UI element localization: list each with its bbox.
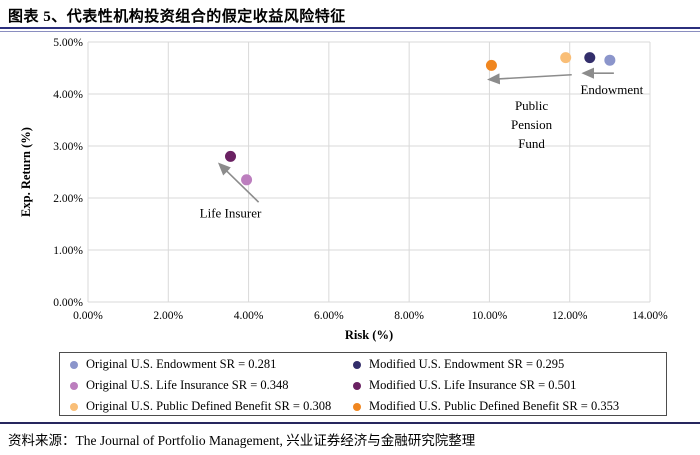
y-tick-label: 4.00% (53, 89, 83, 101)
legend-label: Original U.S. Life Insurance SR = 0.348 (86, 378, 289, 392)
point-modified-u-s-public-defined-benefit (485, 59, 497, 71)
y-tick-label: 3.00% (53, 141, 83, 153)
legend-label: Original U.S. Public Defined Benefit SR … (86, 399, 332, 413)
title-divider (0, 27, 700, 32)
legend-label: Modified U.S. Endowment SR = 0.295 (369, 357, 565, 371)
x-tick-label: 6.00% (314, 310, 344, 322)
x-tick-label: 10.00% (472, 310, 508, 322)
source-note: 资料来源：The Journal of Portfolio Management… (8, 429, 692, 449)
legend-item: Original U.S. Public Defined Benefit SR … (70, 399, 353, 414)
point-modified-u-s-life-insurance (225, 150, 237, 162)
annotation-labels: Life Insurer Public Pension Fund Endowment (200, 82, 644, 221)
footer-divider (0, 422, 700, 424)
life-insurer-arrow (217, 162, 260, 203)
scatter-chart: 0.00% 2.00% 4.00% 6.00% 8.00% 10.00% 12.00% 14.… (19, 37, 668, 342)
legend-marker-icon (353, 360, 361, 369)
legend-label: Modified U.S. Life Insurance SR = 0.501 (369, 378, 577, 392)
x-tick-label: 0.00% (73, 310, 103, 322)
y-tick-label: 2.00% (53, 193, 83, 205)
public-pension-fund-label: Public Pension Fund (511, 98, 553, 151)
legend-item: Modified U.S. Life Insurance SR = 0.501 (353, 378, 666, 393)
y-tick-label: 5.00% (53, 37, 83, 49)
legend-marker-icon (70, 402, 78, 411)
legend-marker-icon (70, 360, 78, 369)
legend-label: Original U.S. Endowment SR = 0.281 (86, 357, 277, 371)
point-original-u-s-public-defined-benefit (560, 52, 572, 64)
point-modified-u-s-endowment (584, 52, 596, 64)
legend-label: Modified U.S. Public Defined Benefit SR … (369, 399, 620, 413)
legend-item: Original U.S. Life Insurance SR = 0.348 (70, 378, 353, 393)
legend-item: Modified U.S. Public Defined Benefit SR … (353, 399, 666, 414)
gridlines (87, 41, 651, 303)
legend-marker-icon (353, 402, 361, 411)
public-pension-arrow (487, 73, 572, 85)
y-tick-label: 1.00% (53, 245, 83, 257)
x-tick-label: 4.00% (234, 310, 264, 322)
source-label: 资料来源： (8, 433, 76, 448)
legend-marker-icon (70, 381, 78, 390)
annotation-arrows (217, 67, 614, 203)
figure-title: 图表 5、代表性机构投资组合的假定收益风险特征 (8, 9, 346, 25)
legend-item: Original U.S. Endowment SR = 0.281 (70, 357, 353, 372)
source-text: The Journal of Portfolio Management, 兴业证… (75, 433, 476, 448)
legend-marker-icon (353, 381, 361, 390)
life-insurer-label: Life Insurer (200, 206, 262, 221)
point-original-u-s-life-insurance (241, 174, 253, 186)
axis-tick-labels: 0.00% 2.00% 4.00% 6.00% 8.00% 10.00% 12.00% 14.… (53, 37, 668, 322)
x-tick-label: 2.00% (153, 310, 183, 322)
chart-area: 0.00% 2.00% 4.00% 6.00% 8.00% 10.00% 12.00% 14.… (0, 32, 700, 348)
x-tick-label: 8.00% (394, 310, 424, 322)
x-tick-label: 14.00% (632, 310, 668, 322)
data-points (225, 52, 616, 186)
y-axis-label: Exp. Return (%) (19, 127, 33, 217)
legend-item: Modified U.S. Endowment SR = 0.295 (353, 357, 666, 372)
x-axis-label: Risk (%) (345, 328, 393, 342)
endowment-label: Endowment (580, 82, 643, 97)
chart-legend: Original U.S. Endowment SR = 0.281 Modifi… (59, 352, 667, 416)
x-tick-label: 12.00% (552, 310, 588, 322)
point-original-u-s-endowment (604, 54, 616, 66)
y-tick-label: 0.00% (53, 297, 83, 309)
